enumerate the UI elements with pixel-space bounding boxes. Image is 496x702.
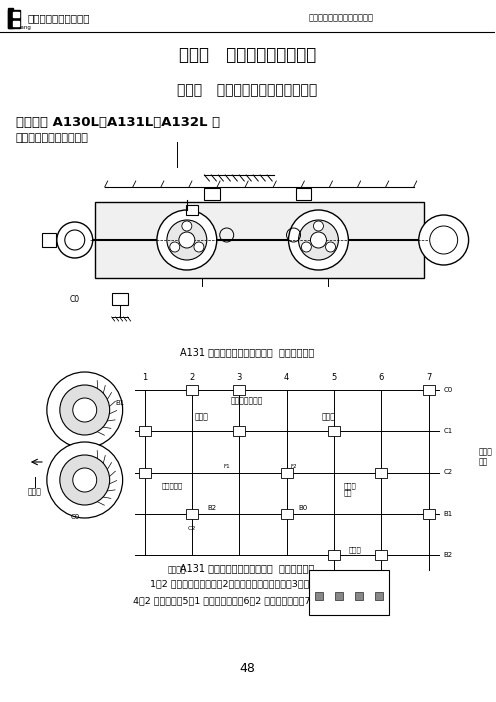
- Circle shape: [310, 232, 326, 248]
- Text: B1: B1: [115, 400, 124, 406]
- Circle shape: [73, 398, 97, 422]
- Text: 1－2 档滑行带式制动器，2－高速档／倒档离合器，3－前进档离合器，: 1－2 档滑行带式制动器，2－高速档／倒档离合器，3－前进档离合器，: [150, 579, 344, 588]
- Circle shape: [170, 242, 180, 252]
- Circle shape: [47, 442, 123, 518]
- Text: 后托架: 后托架: [348, 547, 361, 553]
- Text: B0: B0: [299, 505, 308, 511]
- Circle shape: [313, 221, 323, 231]
- Bar: [138, 426, 151, 436]
- Text: B1: B1: [444, 511, 453, 517]
- Text: B2: B2: [444, 552, 453, 558]
- Bar: [8, 10, 20, 19]
- Circle shape: [60, 385, 110, 435]
- Text: 1: 1: [142, 373, 147, 381]
- Text: 第一节   辛普森自动变速器传动原理: 第一节 辛普森自动变速器传动原理: [177, 83, 317, 97]
- Bar: [296, 188, 311, 200]
- Bar: [8, 8, 13, 28]
- Circle shape: [60, 455, 110, 505]
- Bar: [328, 426, 340, 436]
- Circle shape: [167, 220, 207, 260]
- Text: 后齿圈: 后齿圈: [321, 412, 335, 421]
- Circle shape: [194, 242, 204, 252]
- Bar: [42, 233, 56, 247]
- Text: 输出辐: 输出辐: [479, 447, 493, 456]
- Bar: [233, 426, 245, 436]
- Bar: [423, 385, 434, 395]
- Bar: [13, 21, 19, 26]
- Bar: [375, 468, 387, 477]
- Text: A131 型自动变速器传动原理图  图４－１－１: A131 型自动变速器传动原理图 图４－１－１: [180, 347, 314, 357]
- Text: 6: 6: [378, 373, 384, 381]
- Text: 7: 7: [426, 373, 432, 381]
- Text: 前行星架: 前行星架: [168, 565, 186, 574]
- Bar: [186, 509, 198, 519]
- Bar: [281, 468, 293, 477]
- Circle shape: [157, 210, 217, 270]
- Text: C2: C2: [444, 470, 453, 475]
- Text: 第四章   自动变速器传动原理: 第四章 自动变速器传动原理: [179, 46, 316, 64]
- Text: 4－2 档制动器，5－1 号单向离合器，6－2 号单向离合器，7－低速档单向离合器: 4－2 档制动器，5－1 号单向离合器，6－2 号单向离合器，7－低速档单向离合…: [132, 597, 362, 606]
- Circle shape: [179, 232, 195, 248]
- Bar: [112, 293, 127, 305]
- Bar: [423, 509, 434, 519]
- Text: 输出: 输出: [479, 458, 488, 467]
- Bar: [374, 592, 382, 600]
- Text: 适用车型：花冠、克罗纳: 适用车型：花冠、克罗纳: [16, 133, 89, 143]
- Circle shape: [419, 215, 469, 265]
- Circle shape: [430, 226, 458, 254]
- Text: 2: 2: [189, 373, 194, 381]
- Text: C0: C0: [70, 514, 79, 520]
- Bar: [204, 188, 220, 200]
- Text: 后行星
齿轮: 后行星 齿轮: [343, 482, 356, 496]
- Circle shape: [57, 222, 93, 258]
- Circle shape: [302, 242, 311, 252]
- Text: 前行星齿轮: 前行星齿轮: [161, 482, 183, 489]
- Bar: [186, 385, 198, 395]
- Circle shape: [182, 221, 192, 231]
- Circle shape: [299, 220, 338, 260]
- Bar: [335, 592, 343, 600]
- Text: F1: F1: [223, 465, 230, 470]
- Bar: [355, 592, 363, 600]
- Text: A131 型自动变速器传动原理线  图４－１－２: A131 型自动变速器传动原理线 图４－１－２: [180, 563, 314, 573]
- Text: C0: C0: [444, 387, 453, 393]
- Text: beiliang: beiliang: [10, 25, 32, 29]
- Text: 4: 4: [284, 373, 289, 381]
- Text: 5: 5: [331, 373, 337, 381]
- Circle shape: [289, 210, 348, 270]
- Circle shape: [65, 230, 85, 250]
- Circle shape: [73, 468, 97, 492]
- Text: 前齿圈: 前齿圈: [195, 412, 209, 421]
- Bar: [233, 385, 245, 395]
- Text: C2: C2: [187, 526, 196, 531]
- Text: C1: C1: [444, 428, 453, 435]
- Circle shape: [47, 372, 123, 448]
- Text: 自动变速器之第四章传动原理: 自动变速器之第四章传动原理: [309, 13, 374, 22]
- Bar: [309, 570, 388, 615]
- Text: 3: 3: [237, 373, 242, 381]
- Text: 48: 48: [240, 661, 255, 675]
- Text: B2: B2: [207, 505, 216, 511]
- Text: 输入轴: 输入轴: [28, 487, 42, 496]
- Bar: [138, 468, 151, 477]
- Bar: [186, 205, 198, 215]
- Bar: [375, 550, 387, 560]
- Bar: [95, 202, 424, 278]
- Bar: [281, 509, 293, 519]
- Bar: [13, 12, 19, 17]
- Text: F2: F2: [290, 465, 297, 470]
- Text: 中国北方汽车教育集团: 中国北方汽车教育集团: [28, 13, 90, 23]
- Text: 一、丰田 A130L、A131L、A132L 型: 一、丰田 A130L、A131L、A132L 型: [16, 116, 220, 128]
- Circle shape: [325, 242, 335, 252]
- Bar: [328, 550, 340, 560]
- Text: C0: C0: [70, 296, 80, 305]
- Bar: [315, 592, 323, 600]
- Bar: [8, 19, 20, 28]
- Text: 前、后太阳齿轮: 前、后太阳齿轮: [231, 396, 263, 405]
